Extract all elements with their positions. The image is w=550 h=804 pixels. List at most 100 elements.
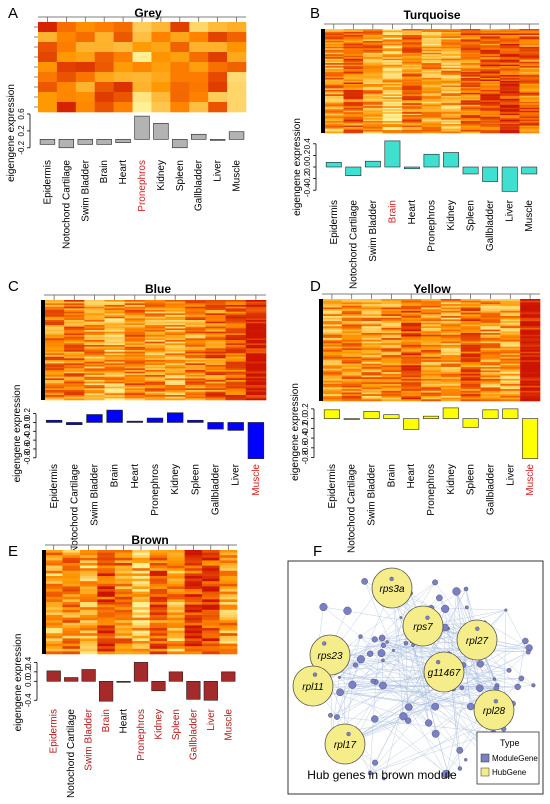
network-edge	[343, 645, 529, 653]
heatmap-cell	[165, 353, 186, 356]
heatmap-cell	[79, 581, 98, 585]
heatmap-cell	[170, 42, 190, 53]
heatmap-cell	[144, 331, 166, 334]
heatmap-cell	[500, 305, 521, 308]
y-tick-label: -0.4	[23, 433, 32, 447]
heatmap-cell	[402, 49, 423, 52]
heatmap-cell	[460, 395, 481, 398]
y-tick-label: -0.8	[23, 450, 32, 464]
bar-heart	[115, 139, 131, 144]
heatmap-cell	[499, 113, 520, 116]
heatmap-cell	[124, 340, 146, 342]
heatmap-cell	[341, 382, 362, 385]
module-gene-node	[358, 634, 363, 639]
panel-b-title: Turquoise	[403, 8, 460, 22]
heatmap-cell	[440, 382, 462, 385]
heatmap-cell	[460, 46, 481, 49]
network-edge	[360, 636, 510, 671]
heatmap-cell	[79, 550, 98, 553]
module-gene-node	[463, 586, 469, 592]
heatmap-cell	[441, 40, 462, 43]
heatmap-cell	[114, 651, 133, 655]
heatmap-cell	[421, 348, 442, 351]
heatmap-cell	[363, 104, 383, 107]
heatmap-cell	[520, 372, 541, 375]
module-gene-node	[312, 672, 318, 677]
heatmap-cell	[151, 102, 171, 113]
heatmap-cell	[440, 397, 462, 400]
heatmap-cell	[363, 76, 383, 79]
heatmap-cell	[381, 300, 402, 303]
heatmap-cell	[219, 604, 238, 608]
heatmap-cell	[363, 73, 383, 76]
heatmap-cell	[520, 361, 541, 364]
heatmap-cell	[500, 327, 521, 330]
heatmap-cell	[202, 612, 220, 616]
heatmap-cell	[500, 368, 521, 371]
heatmap-cell	[480, 314, 501, 317]
heatmap-cell	[401, 390, 422, 393]
heatmap-cell	[165, 391, 186, 394]
heatmap-cell	[64, 373, 85, 376]
bar-gallbladder	[482, 409, 499, 419]
bar-gallbladder	[482, 166, 499, 182]
heatmap-cell	[520, 333, 541, 335]
tick-label: Liver	[505, 199, 516, 221]
heatmap-cell	[75, 82, 96, 93]
heatmap-cell	[64, 370, 85, 372]
heatmap-cell	[499, 124, 520, 126]
heatmap-cell	[44, 393, 65, 396]
heatmap-cell	[440, 309, 462, 312]
heatmap-cell	[189, 102, 209, 113]
heatmap-cell	[441, 82, 462, 85]
heatmap-cell	[520, 387, 541, 390]
heatmap-cell	[402, 88, 423, 91]
heatmap-cell	[520, 395, 541, 398]
heatmap-cell	[38, 62, 58, 73]
heatmap-cell	[381, 394, 402, 397]
heatmap-cell	[225, 385, 247, 387]
heatmap-cell	[167, 612, 185, 616]
heatmap-cell	[401, 372, 422, 375]
heatmap-cell	[421, 57, 442, 60]
heatmap-cell	[381, 384, 402, 386]
heatmap-cell	[75, 52, 96, 63]
network-edge	[356, 643, 407, 739]
heatmap-cell	[79, 596, 98, 600]
heatmap-cell	[402, 69, 423, 71]
heatmap-cell	[382, 43, 403, 46]
heatmap-cell	[480, 30, 501, 33]
heatmap-cell	[421, 49, 442, 52]
heatmap-cell	[343, 69, 364, 71]
heatmap-cell	[382, 31, 403, 34]
heatmap-cell	[402, 36, 423, 39]
heatmap-cell	[363, 110, 383, 113]
heatmap-cell	[45, 594, 63, 598]
heatmap-cell	[381, 326, 402, 329]
heatmap-cell	[208, 102, 228, 113]
heatmap-cell	[480, 79, 501, 82]
heatmap-cell	[341, 312, 362, 315]
heatmap-cell	[519, 127, 540, 129]
heatmap-cell	[341, 368, 362, 371]
heatmap-cell	[64, 308, 85, 311]
hub-gene-label: rpl17	[334, 740, 357, 751]
heatmap-cell	[460, 76, 481, 79]
heatmap-cell	[44, 328, 65, 331]
heatmap-cell	[165, 380, 186, 382]
heatmap-cell	[225, 325, 247, 327]
heatmap-cell	[441, 121, 462, 123]
heatmap-cell	[132, 648, 151, 652]
heatmap-cell	[149, 568, 168, 572]
heatmap-cell	[225, 300, 247, 302]
heatmap-cell	[124, 341, 146, 344]
heatmap-cell	[84, 333, 105, 336]
heatmap-cell	[460, 64, 481, 67]
heatmap-cell	[519, 130, 540, 132]
heatmap-cell	[165, 320, 186, 322]
heatmap-cell	[421, 373, 442, 376]
heatmap-cell	[361, 314, 382, 317]
heatmap-cell	[460, 310, 481, 313]
heatmap-cell	[84, 318, 105, 321]
heatmap-cell	[45, 599, 63, 603]
